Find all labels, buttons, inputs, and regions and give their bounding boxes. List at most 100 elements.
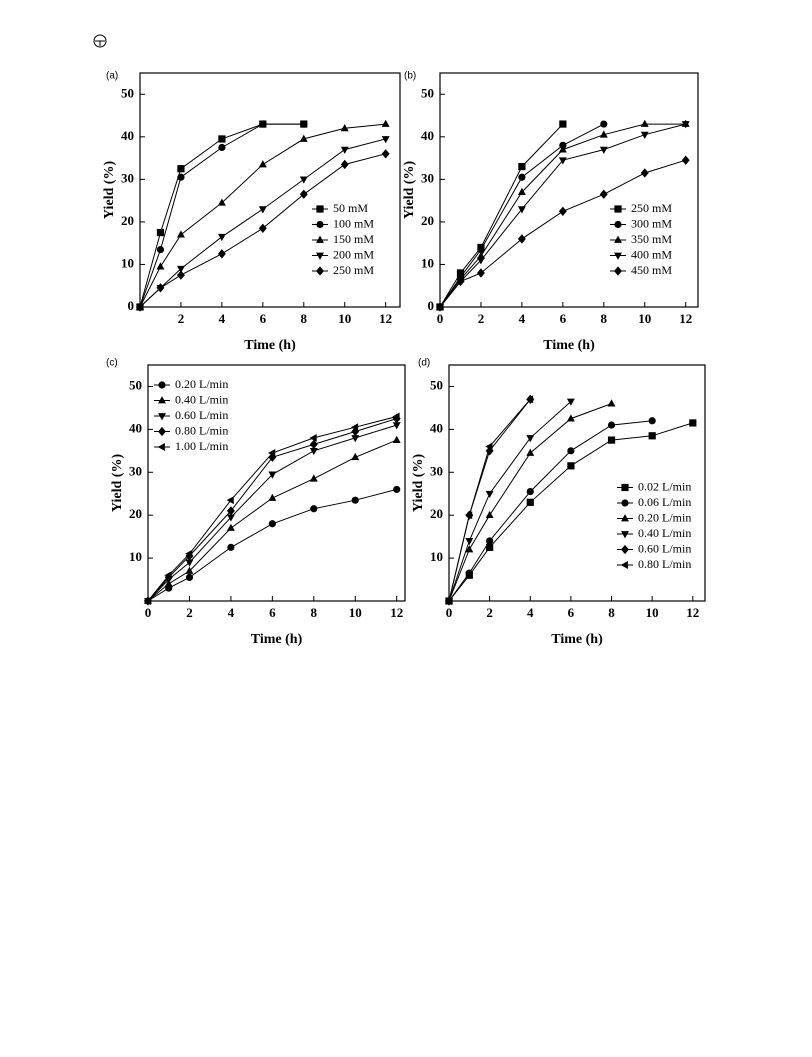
marker [607,421,616,429]
marker [567,462,575,470]
legend-marker [157,443,165,451]
marker [143,597,151,605]
legend-label: 50 mM [333,201,368,215]
marker [486,543,494,551]
marker [268,449,276,457]
marker [176,270,185,280]
marker [299,189,308,199]
marker [392,412,400,421]
marker [485,442,493,451]
plot-frame [448,364,706,602]
marker [599,146,608,154]
x-tick-label: 6 [560,311,567,326]
legend-marker [614,205,622,213]
x-tick-label: 0 [446,605,453,620]
marker [456,269,465,277]
marker [477,245,485,254]
marker [185,573,194,582]
marker [559,120,567,128]
legend-label: 0.06 L/min [638,495,691,509]
marker [258,223,267,233]
marker [517,234,526,244]
marker [526,487,534,496]
legend-label: 0.80 L/min [175,423,228,437]
marker [381,119,390,127]
legend-marker [621,514,629,522]
x-tick-label: 6 [269,605,276,620]
y-tick-label: 20 [121,213,134,228]
marker [300,120,308,128]
series-line [439,123,686,308]
y-tick-label: 40 [430,420,443,435]
marker [640,168,649,178]
marker [392,435,401,443]
marker [156,262,165,270]
marker [351,435,360,443]
marker [268,493,277,501]
y-tick-label: 50 [430,377,443,392]
x-tick-label: 8 [608,605,615,620]
y-axis-label: Yield (%) [110,454,125,513]
legend-marker [316,235,324,243]
y-tick-label: 10 [121,255,134,270]
marker [648,432,656,440]
marker [558,157,567,165]
y-tick-label: 50 [129,377,142,392]
series-line [147,418,397,602]
legend-marker [614,220,622,229]
legend-marker [158,413,166,421]
marker [566,414,575,422]
y-axis-label: Yield (%) [411,454,426,513]
legend-marker [621,544,629,555]
y-tick-label: 0 [128,298,135,313]
marker [176,230,185,238]
marker [600,120,608,128]
marker [392,422,401,430]
marker [258,160,267,168]
plot-frame [439,72,699,308]
x-tick-label: 8 [311,605,318,620]
legend-label: 0.20 L/min [638,510,691,524]
marker [518,173,526,181]
legend-marker [621,483,629,492]
marker [350,423,359,432]
marker [176,265,185,274]
marker [599,189,608,199]
marker [299,134,308,142]
legend-marker [614,266,622,276]
marker [156,283,165,293]
x-tick-label: 2 [178,311,185,326]
marker [681,121,690,129]
x-tick-label: 6 [568,605,575,620]
marker [310,505,318,513]
legend-label: 0.20 L/min [175,377,228,391]
chart: (d) 10 20 30 40 50 0 2 4 6 8 10 12 Time (h) Yield (%) 0… [411,358,706,647]
series-line [139,123,304,308]
marker [381,149,390,159]
panel-label: (b) [404,71,416,82]
marker [340,123,349,132]
x-tick-label: 4 [228,605,235,620]
y-tick-label: 50 [421,85,434,100]
x-tick-label: 12 [379,311,392,326]
marker [217,249,226,259]
legend-marker [158,426,166,437]
x-tick-label: 12 [390,605,403,620]
marker [567,447,575,455]
panel-label: (a) [106,71,118,82]
marker [309,433,317,442]
x-tick-label: 2 [186,605,193,620]
series-line [147,488,397,602]
series-line [139,138,386,308]
legend-label: 0.60 L/min [638,541,691,555]
panel-label: (c) [106,358,118,369]
legend-marker [158,381,166,389]
marker [258,206,267,214]
marker [464,511,473,520]
x-tick-label: 4 [519,311,526,326]
marker [465,538,474,546]
y-tick-label: 40 [121,128,134,143]
x-tick-label: 8 [301,311,308,326]
x-tick-label: 4 [219,311,226,326]
